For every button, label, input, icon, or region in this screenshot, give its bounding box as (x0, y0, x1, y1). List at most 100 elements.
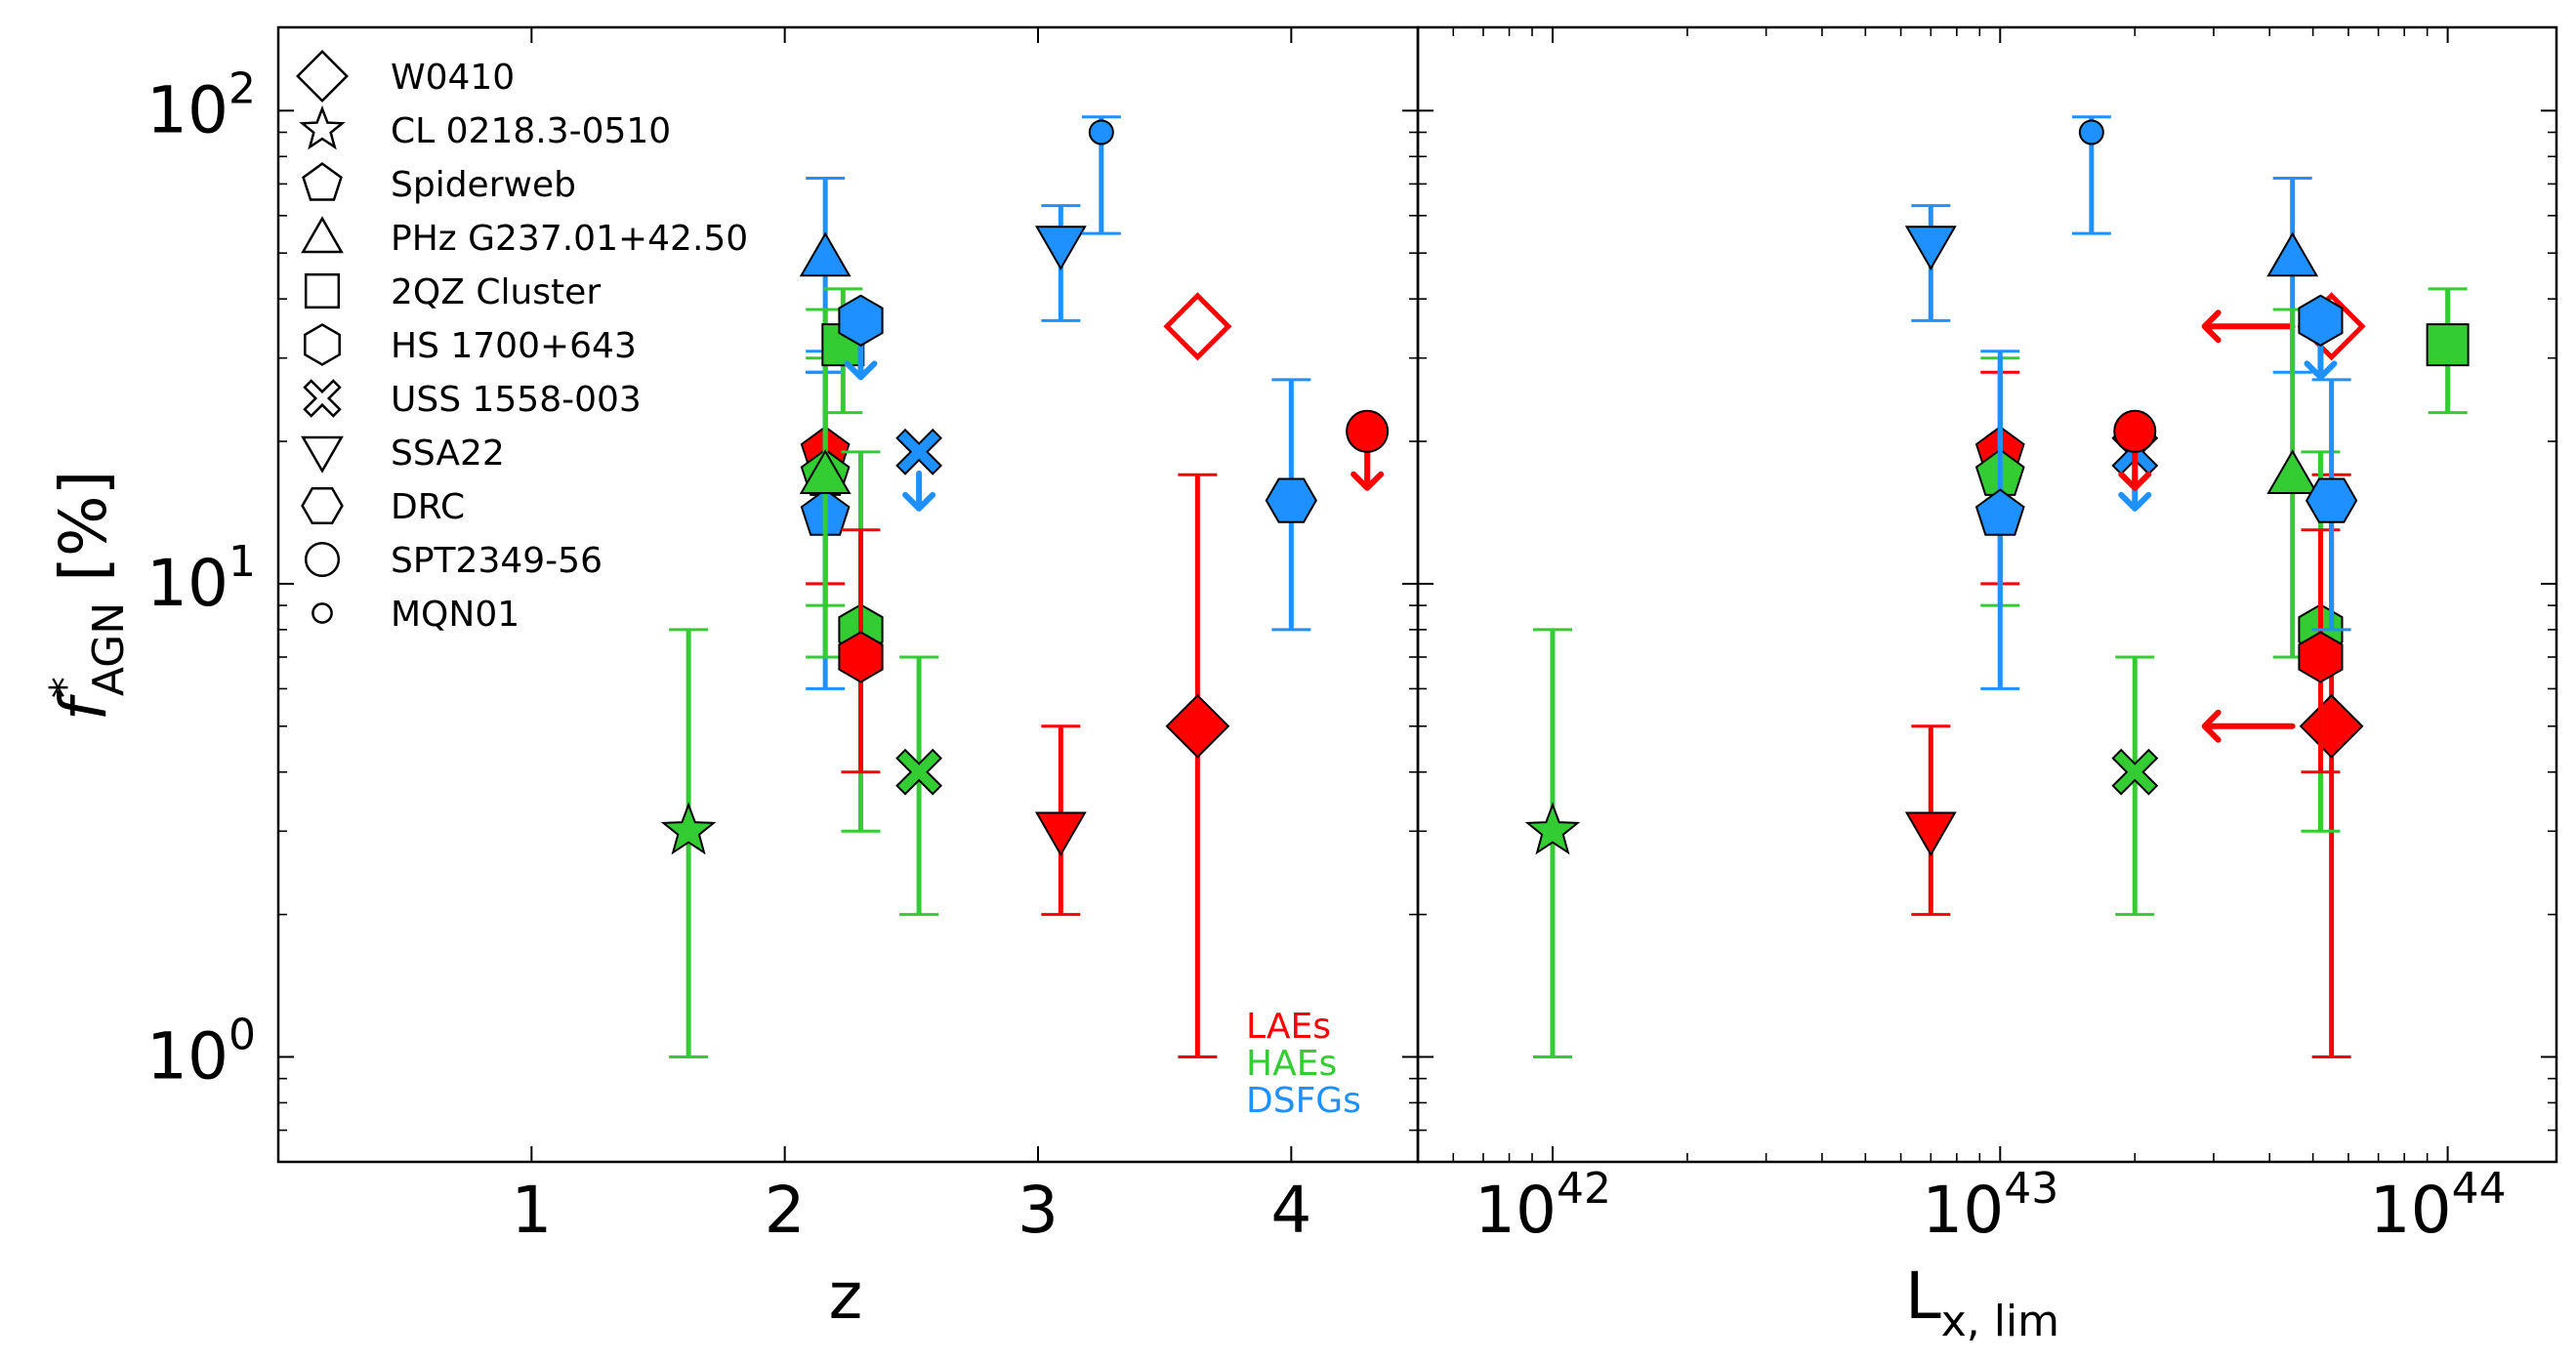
point-uss-1558-003-dsfg-panel1 (895, 428, 943, 512)
y-axis-label: f*AGN [%] (41, 471, 134, 722)
legend-label: SSA22 (391, 434, 505, 474)
point-ssa22-dsfg-panel1 (1034, 204, 1087, 322)
point-cl-0218-3-0510-hae-panel2 (1524, 628, 1581, 1058)
legend-item: CL 0218.3-0510 (299, 104, 671, 151)
legend-marker-square (304, 272, 341, 310)
point-uss-1558-003-hae-panel1 (895, 655, 943, 917)
legend-label: CL 0218.3-0510 (391, 111, 671, 151)
legend-label: SPT2349-56 (391, 541, 602, 581)
marker-x (895, 428, 943, 475)
y-tick-label: 101 (146, 537, 256, 621)
legend-marker-hexagon-flat (301, 487, 344, 524)
legend-marker-triangle-down (301, 435, 344, 474)
point-cl-0218-3-0510-hae-panel1 (660, 628, 717, 1058)
legend-item: MQN01 (312, 595, 519, 635)
x-axis-label-z: z (829, 1259, 863, 1334)
legend-label: PHz G237.01+42.50 (391, 219, 748, 259)
marker-triangle-up (2266, 231, 2319, 277)
legend-label: Spiderweb (391, 165, 576, 205)
legend-item: SSA22 (301, 434, 505, 474)
point-w0410-lae-panel2 (2201, 473, 2364, 1058)
marker-pentagon (1974, 488, 2025, 536)
marker-diamond (1165, 693, 1230, 759)
x-tick-label: 1 (511, 1173, 552, 1248)
point-ssa22-lae-panel1 (1034, 724, 1087, 917)
marker-x (2111, 748, 2159, 796)
y-tick-label: 100 (146, 1010, 256, 1094)
x-tick-label: 4 (1270, 1173, 1311, 1248)
population-label: LAEs (1246, 1007, 1331, 1047)
legend-marker-circle (304, 541, 341, 578)
point-drc-dsfg-panel1 (1265, 378, 1317, 632)
point-w0410-lae-panel1 (1165, 473, 1230, 1058)
legend-marker-star (299, 104, 346, 150)
legend-item: W0410 (296, 50, 515, 103)
panels-layer (276, 25, 2558, 1164)
legend-item: SPT2349-56 (304, 541, 602, 581)
point-w0410-lae-panel1 (1163, 292, 1232, 361)
point-spt2349-56-lae-panel2 (2113, 409, 2157, 491)
legend-label: MQN01 (391, 595, 519, 635)
x-tick-label: 2 (765, 1173, 806, 1248)
marker-diamond (2299, 693, 2364, 759)
legend-label: W0410 (391, 58, 515, 98)
legend-item: Spiderweb (302, 162, 576, 205)
lx-upper-limit-arrow (2201, 709, 2296, 743)
marker-triangle-down (1904, 226, 1957, 271)
legend-label: 2QZ Cluster (391, 272, 601, 312)
marker-hexagon (838, 631, 884, 683)
legend-layer: W0410 CL 0218.3-0510 Spiderweb PHz G237.01+… (296, 50, 1361, 1121)
point-drc-dsfg-panel2 (2305, 378, 2358, 632)
legend-item: USS 1558-003 (303, 379, 642, 420)
point-hs-1700-643-dsfg-panel1 (838, 294, 884, 381)
marker-triangle-down (1904, 811, 1957, 857)
legend-item: PHz G237.01+42.50 (301, 216, 748, 259)
marker-circle (1346, 409, 1390, 453)
legend-marker-triangle-up (301, 216, 344, 254)
point-2qz-cluster-hae-panel2 (2426, 287, 2470, 415)
population-label: HAEs (1246, 1044, 1337, 1084)
marker-star (1524, 802, 1581, 855)
point-hs-1700-643-lae-panel2 (2298, 528, 2344, 774)
point-phz-g237-01-42-50-hae-panel1 (799, 308, 852, 659)
point-hs-1700-643-dsfg-panel2 (2298, 294, 2344, 381)
point-phz-g237-01-42-50-hae-panel2 (2266, 308, 2319, 659)
population-label: DSFGs (1246, 1081, 1361, 1121)
marker-hexagon-flat (1265, 477, 1317, 523)
point-spiderweb-dsfg-panel2 (1974, 350, 2025, 690)
marker-x (895, 748, 943, 796)
legend-marker-pentagon (302, 162, 343, 201)
marker-hexagon (838, 294, 884, 347)
point-ssa22-dsfg-panel2 (1904, 204, 1957, 322)
x-axis-label-lx: Lx, lim (1905, 1259, 2059, 1346)
legend-marker-diamond (296, 50, 349, 103)
marker-circle (2113, 409, 2157, 453)
point-uss-1558-003-hae-panel2 (2111, 655, 2159, 917)
legend-marker-x (303, 379, 342, 418)
marker-triangle-up (799, 231, 852, 277)
upper-limit-arrow (2118, 449, 2152, 491)
legend-label: HS 1700+643 (391, 326, 637, 366)
data-layer (660, 115, 2470, 1058)
point-mqn01-dsfg-panel2 (2071, 115, 2111, 235)
marker-star (660, 802, 717, 855)
legend-item: DRC (301, 487, 465, 527)
lx-upper-limit-arrow (2201, 310, 2296, 344)
point-hs-1700-643-lae-panel1 (838, 528, 884, 774)
x-tick-label: 1043 (1922, 1164, 2058, 1248)
plot-frame-2 (1416, 25, 2558, 1164)
marker-triangle-down (1034, 811, 1087, 857)
upper-limit-arrow (844, 339, 878, 381)
marker-circle-small (2078, 119, 2104, 145)
upper-limit-arrow (902, 470, 936, 512)
point-mqn01-dsfg-panel1 (1081, 115, 1121, 235)
x-tick-label: 1042 (1475, 1164, 1611, 1248)
legend-item: 2QZ Cluster (304, 272, 601, 312)
legend-label: DRC (391, 487, 465, 527)
marker-triangle-up (799, 449, 852, 494)
x-tick-label: 1044 (2370, 1164, 2507, 1248)
marker-hexagon (2298, 294, 2344, 347)
labels-layer: 1 2 3 4 1042 1043 1044 100 101 102 z Lx, lim f*AGN [… (41, 63, 2507, 1346)
legend-label: USS 1558-003 (391, 380, 642, 420)
legend-marker-hexagon (304, 323, 341, 366)
